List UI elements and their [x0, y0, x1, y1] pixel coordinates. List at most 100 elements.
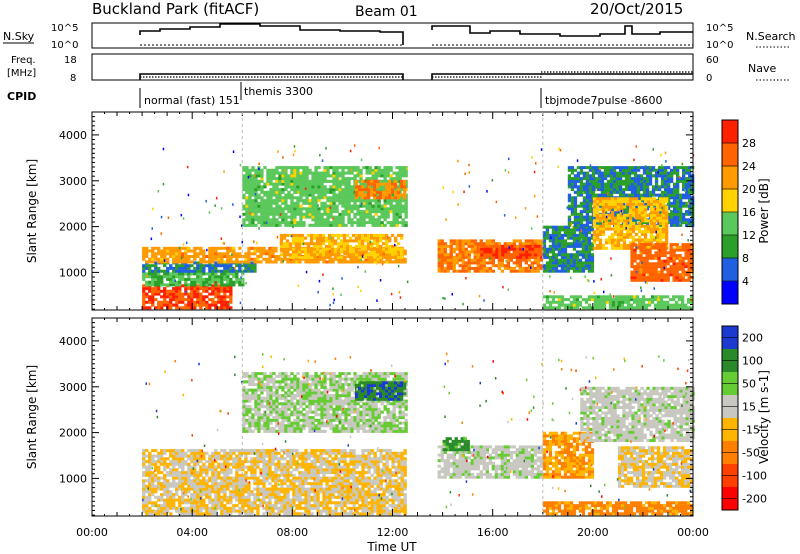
heatmap-cell-10: [645, 179, 650, 183]
heatmap-cell-5: [260, 201, 264, 205]
heatmap-cell-4: [303, 253, 308, 257]
heatmap-cell-11: [592, 230, 597, 234]
heatmap-cell-5: [275, 218, 279, 222]
heatmap-cell-0: [181, 298, 185, 302]
heatmap-cell-0: [187, 306, 191, 310]
heatmap-cell-8: [525, 244, 529, 248]
heatmap-cell-1: [178, 280, 182, 284]
heatmap-cell-0: [181, 284, 185, 288]
heatmap-cell-10: [682, 182, 686, 186]
heatmap-cell-10: [615, 182, 620, 186]
heatmap-cell-11: [616, 246, 621, 250]
heatmap-cell-12: [645, 256, 649, 260]
heatmap-cell-7: [440, 242, 444, 246]
heatmap-cell-2: [169, 266, 173, 270]
heatmap-cell-7: [521, 258, 525, 262]
heatmap-cell-12: [654, 251, 658, 255]
heatmap-cell-8: [486, 253, 490, 257]
heatmap-cell-9: [584, 250, 589, 254]
heatmap-cell-2: [202, 269, 206, 273]
heatmap-cell-3: [157, 252, 161, 256]
heatmap-cell-11: [625, 246, 630, 250]
heatmap-cell-4: [288, 233, 293, 237]
heatmap-cell-12: [681, 262, 685, 266]
heatmap-speckle: [483, 299, 485, 302]
heatmap-cell-11: [665, 197, 669, 201]
heatmap-speckle: [452, 190, 454, 194]
heatmap-cell-8: [486, 250, 490, 254]
heatmap-cell-10: [676, 210, 680, 214]
heatmap-cell-3: [355, 255, 359, 258]
heatmap-cell-3: [172, 249, 176, 253]
heatmap-cell-6: [388, 182, 392, 186]
heatmap-cell-5: [332, 218, 336, 222]
heatmap-cell-9: [584, 253, 589, 257]
heatmap-cell-4: [333, 233, 338, 237]
heatmap-cell-11: [616, 235, 621, 239]
heatmap-cell-5: [317, 190, 321, 194]
power-x-ticks: [91, 112, 694, 310]
heatmap-cell-10: [573, 190, 578, 194]
heatmap-cell-4: [351, 253, 356, 257]
heatmap-cell-5: [350, 196, 354, 200]
heatmap-cell-7: [518, 242, 522, 246]
heatmap-cell-0: [148, 300, 152, 304]
heatmap-cell-5: [356, 218, 360, 222]
heatmap-cell-12: [636, 262, 640, 266]
heatmap-cell-11: [592, 238, 597, 242]
heatmap-cell-9: [566, 269, 571, 273]
heatmap-cell-5: [392, 171, 396, 175]
heatmap-cell-4: [376, 253, 380, 257]
heatmap-speckle: [317, 204, 319, 207]
heatmap-cell-9: [587, 266, 592, 270]
heatmap-cell-3: [373, 260, 377, 264]
heatmap-cell-10: [670, 177, 674, 181]
heatmap-cell-5: [338, 223, 342, 227]
heatmap-cell-5: [383, 204, 387, 208]
heatmap-speckle: [609, 293, 611, 296]
heatmap-cell-5: [308, 185, 312, 189]
heatmap-cell-11: [661, 233, 666, 236]
heatmap-cell-5: [404, 215, 408, 219]
heatmap-cell-9: [578, 228, 583, 232]
heatmap-cell-7: [500, 258, 504, 262]
heatmap-speckle: [234, 266, 236, 270]
heatmap-cell-7: [527, 239, 531, 243]
heatmap-cell-11: [619, 238, 624, 242]
heatmap-cell-9: [581, 250, 586, 254]
heatmap-cell-10: [633, 179, 638, 183]
heatmap-cell-2: [190, 269, 194, 273]
heatmap-cell-7: [452, 247, 456, 251]
heatmap-cell-9: [560, 225, 565, 229]
heatmap-cell-5: [389, 174, 393, 178]
heatmap-cell-0: [163, 292, 167, 296]
heatmap-cell-5: [245, 171, 249, 175]
heatmap-cell-7: [473, 247, 477, 251]
heatmap-cell-2: [223, 269, 227, 273]
heatmap-cell-5: [317, 166, 321, 170]
heatmap-speckle: [478, 294, 481, 298]
heatmap-cell-12: [642, 267, 646, 271]
heatmap-cell-5: [302, 201, 306, 205]
heatmap-cell-5: [326, 221, 330, 225]
heatmap-cell-10: [573, 185, 578, 189]
heatmap-cell-10: [585, 179, 590, 183]
heatmap-cell-3: [196, 246, 200, 250]
heatmap-cell-5: [350, 190, 354, 194]
heatmap-cell-13: [656, 298, 661, 302]
heatmap-cell-11: [661, 235, 666, 239]
heatmap-cell-6: [354, 193, 359, 197]
heatmap-cell-11: [649, 200, 654, 203]
heatmap-cell-10: [642, 171, 647, 175]
heatmap-cell-11: [595, 213, 600, 217]
heatmap-cell-9: [542, 247, 547, 251]
heatmap-cell-5: [278, 215, 282, 219]
heatmap-cell-7: [464, 242, 468, 246]
heatmap-cell-9: [578, 236, 583, 240]
heatmap-cell-5: [392, 207, 396, 211]
heatmap-cell-0: [214, 303, 218, 307]
heatmap-speckle: [297, 284, 300, 288]
heatmap-cell-11: [592, 233, 597, 236]
heatmap-cell-5: [251, 210, 255, 214]
heatmap-cell-7: [464, 253, 468, 257]
